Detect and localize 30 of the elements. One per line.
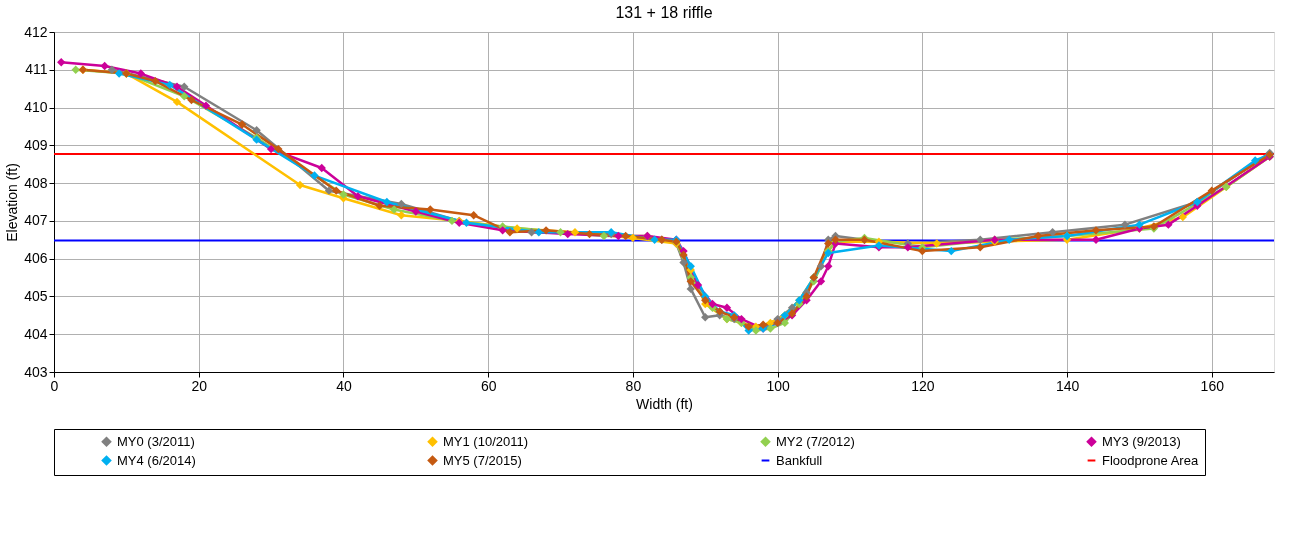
- x-tick-label: 140: [1055, 377, 1080, 394]
- x-tick-label: 60: [480, 377, 497, 394]
- x-tick-label: 100: [766, 377, 790, 394]
- x-tick-label: 160: [1200, 377, 1225, 394]
- y-axis-title: Elevation (ft): [4, 163, 21, 242]
- legend-label: MY0 (3/2011): [117, 433, 195, 449]
- legend-label: MY5 (7/2015): [443, 452, 522, 468]
- legend-label: Bankfull: [776, 452, 823, 468]
- x-tick-label: 80: [625, 377, 642, 394]
- y-tick-label: 408: [24, 174, 48, 191]
- legend-label: MY2 (7/2012): [776, 433, 855, 449]
- y-tick-label: 407: [24, 212, 48, 229]
- x-tick-label: 120: [911, 377, 935, 394]
- x-axis-title: Width (ft): [636, 395, 693, 412]
- y-tick-label: 403: [24, 363, 48, 380]
- chart-title: 131 + 18 riffle: [615, 4, 713, 21]
- y-tick-label: 405: [24, 287, 48, 304]
- legend-label: MY4 (6/2014): [117, 452, 196, 468]
- y-tick-label: 411: [25, 61, 48, 78]
- legend-label: Floodprone Area: [1102, 452, 1199, 468]
- legend-label: MY1 (10/2011): [443, 433, 529, 449]
- legend-label: MY3 (9/2013): [1102, 433, 1181, 449]
- y-tick-label: 412: [24, 23, 48, 40]
- x-tick-label: 40: [336, 377, 352, 394]
- y-tick-label: 410: [24, 99, 48, 116]
- y-tick-label: 409: [24, 136, 48, 153]
- x-tick-label: 0: [50, 377, 59, 394]
- y-tick-label: 406: [24, 250, 48, 267]
- x-tick-label: 20: [191, 377, 208, 394]
- y-tick-label: 404: [24, 325, 48, 342]
